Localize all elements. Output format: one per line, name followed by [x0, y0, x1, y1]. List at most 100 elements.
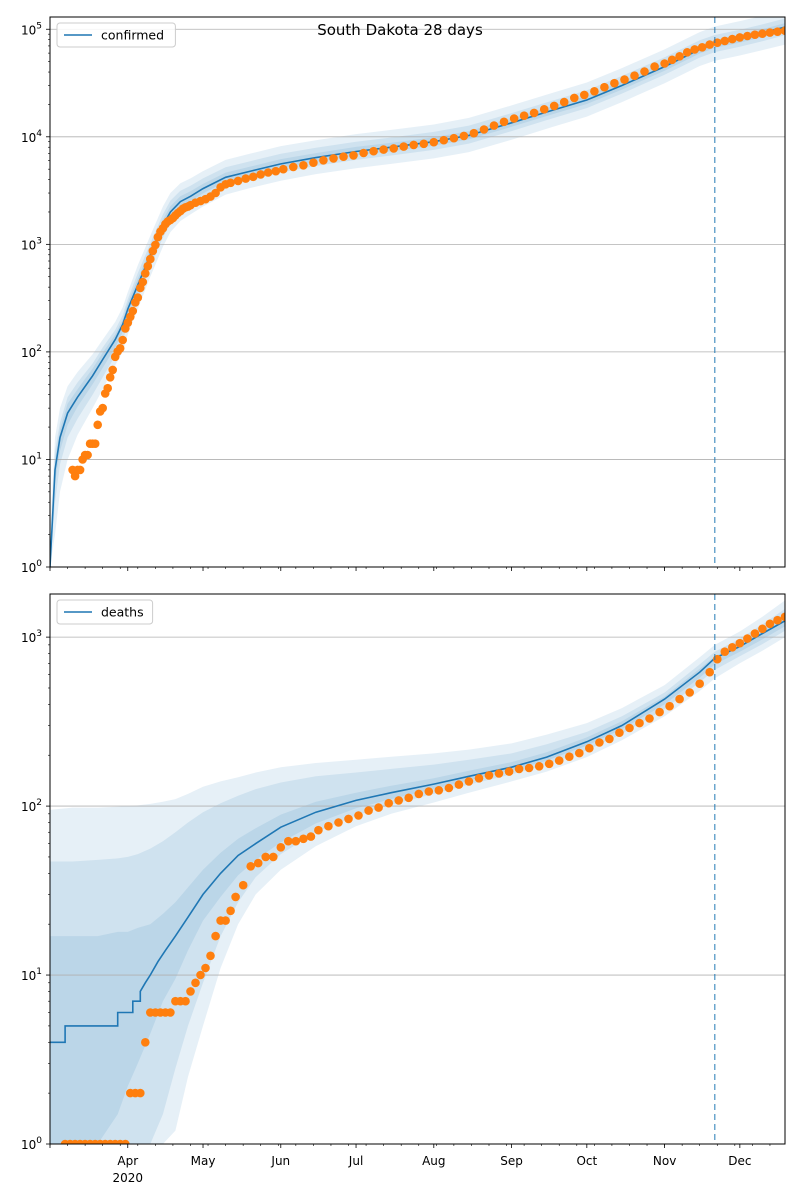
observed-point	[758, 624, 767, 634]
x-tick-label: Jul	[348, 1154, 363, 1168]
observed-point	[489, 121, 499, 130]
observed-point	[610, 78, 619, 88]
observed-point	[758, 29, 767, 38]
observed-point	[211, 188, 220, 198]
x-tick-label: Sep	[500, 1154, 523, 1168]
observed-point	[640, 67, 649, 76]
observed-point	[469, 128, 479, 138]
observed-point	[444, 783, 454, 793]
axes-frame	[49, 593, 786, 1145]
observed-point	[364, 806, 373, 815]
x-tick-label: Jun	[270, 1154, 290, 1168]
observed-point	[615, 728, 624, 737]
observed-point	[780, 26, 785, 35]
observed-point	[675, 52, 684, 61]
observed-point	[263, 168, 273, 177]
plot-area-confirmed	[50, 17, 785, 567]
observed-point	[226, 906, 235, 916]
observed-point	[128, 306, 138, 316]
observed-point	[414, 789, 424, 799]
observed-point	[735, 638, 745, 648]
plot-area-deaths	[50, 600, 785, 1144]
observed-point	[309, 158, 318, 167]
observed-point	[103, 383, 112, 393]
observed-point	[773, 615, 782, 625]
legend-deaths: deaths	[56, 599, 154, 625]
x-tick-sublabel: 2020	[112, 1171, 143, 1185]
observed-point	[394, 796, 404, 805]
observed-point	[419, 139, 429, 149]
y-tick-label: 103	[21, 629, 42, 645]
observed-point	[705, 40, 714, 49]
observed-point	[464, 777, 474, 786]
panel-deaths: 100 101 102 103 Apr 2020 May Jun Jul Aug Sep Oct Nov…	[21, 593, 786, 1185]
observed-point	[539, 105, 549, 114]
legend-label: confirmed	[101, 28, 164, 43]
observed-point	[271, 166, 281, 176]
observed-point	[319, 156, 328, 165]
observed-point	[359, 148, 368, 158]
observed-point	[141, 1038, 150, 1047]
observed-point	[284, 836, 293, 846]
model-line-deaths	[50, 620, 785, 1044]
observed-point	[743, 634, 752, 643]
observed-point	[635, 718, 644, 728]
observed-point	[665, 701, 674, 711]
observed-point	[324, 821, 333, 831]
observed-point	[735, 33, 745, 42]
x-tick-label: Dec	[728, 1154, 751, 1168]
observed-point	[585, 743, 594, 753]
observed-point	[138, 277, 148, 287]
observed-point	[256, 170, 266, 179]
observed-point	[201, 963, 210, 973]
x-tick-label: Nov	[653, 1154, 676, 1168]
observed-point	[575, 748, 584, 758]
observed-point	[206, 951, 215, 961]
y-tick-label: 102	[21, 798, 42, 814]
observed-point	[118, 335, 127, 345]
observed-point	[221, 916, 230, 925]
observed-point	[625, 723, 634, 733]
uncertainty-band-inner	[50, 614, 785, 1144]
observed-point	[534, 762, 544, 771]
observed-point	[630, 71, 639, 80]
observed-point	[780, 612, 785, 622]
observed-point	[590, 87, 599, 96]
figure-title: South Dakota 28 days	[317, 21, 483, 39]
observed-point	[773, 27, 782, 36]
observed-point	[374, 803, 383, 812]
observed-point	[404, 793, 414, 803]
legend-box	[56, 599, 154, 625]
observed-point	[765, 619, 775, 629]
observed-point	[231, 892, 240, 902]
observed-point	[253, 858, 263, 868]
y-tick-label: 102	[21, 344, 42, 360]
legend-confirmed: confirmed	[56, 22, 176, 48]
observed-point	[339, 152, 348, 161]
observed-point	[181, 996, 190, 1006]
observed-point	[369, 146, 378, 156]
observed-point	[166, 1008, 175, 1017]
observed-point	[226, 178, 235, 188]
observed-point	[484, 771, 494, 780]
observed-point	[529, 108, 539, 118]
observed-point	[409, 140, 419, 150]
observed-point	[454, 780, 464, 789]
observed-point	[238, 880, 248, 890]
observed-point	[151, 240, 160, 250]
observed-point	[655, 707, 664, 717]
observed-point	[98, 403, 107, 413]
observed-point	[697, 43, 707, 52]
observed-point	[675, 694, 684, 704]
observed-point	[595, 738, 604, 747]
axes-frame	[49, 16, 786, 568]
observed-point	[261, 852, 271, 862]
observed-point	[509, 114, 519, 123]
observed-point	[667, 55, 677, 65]
observed-point	[186, 987, 195, 996]
x-tick-label: Oct	[576, 1154, 597, 1168]
observed-point	[765, 28, 775, 37]
observed-point	[334, 818, 343, 827]
